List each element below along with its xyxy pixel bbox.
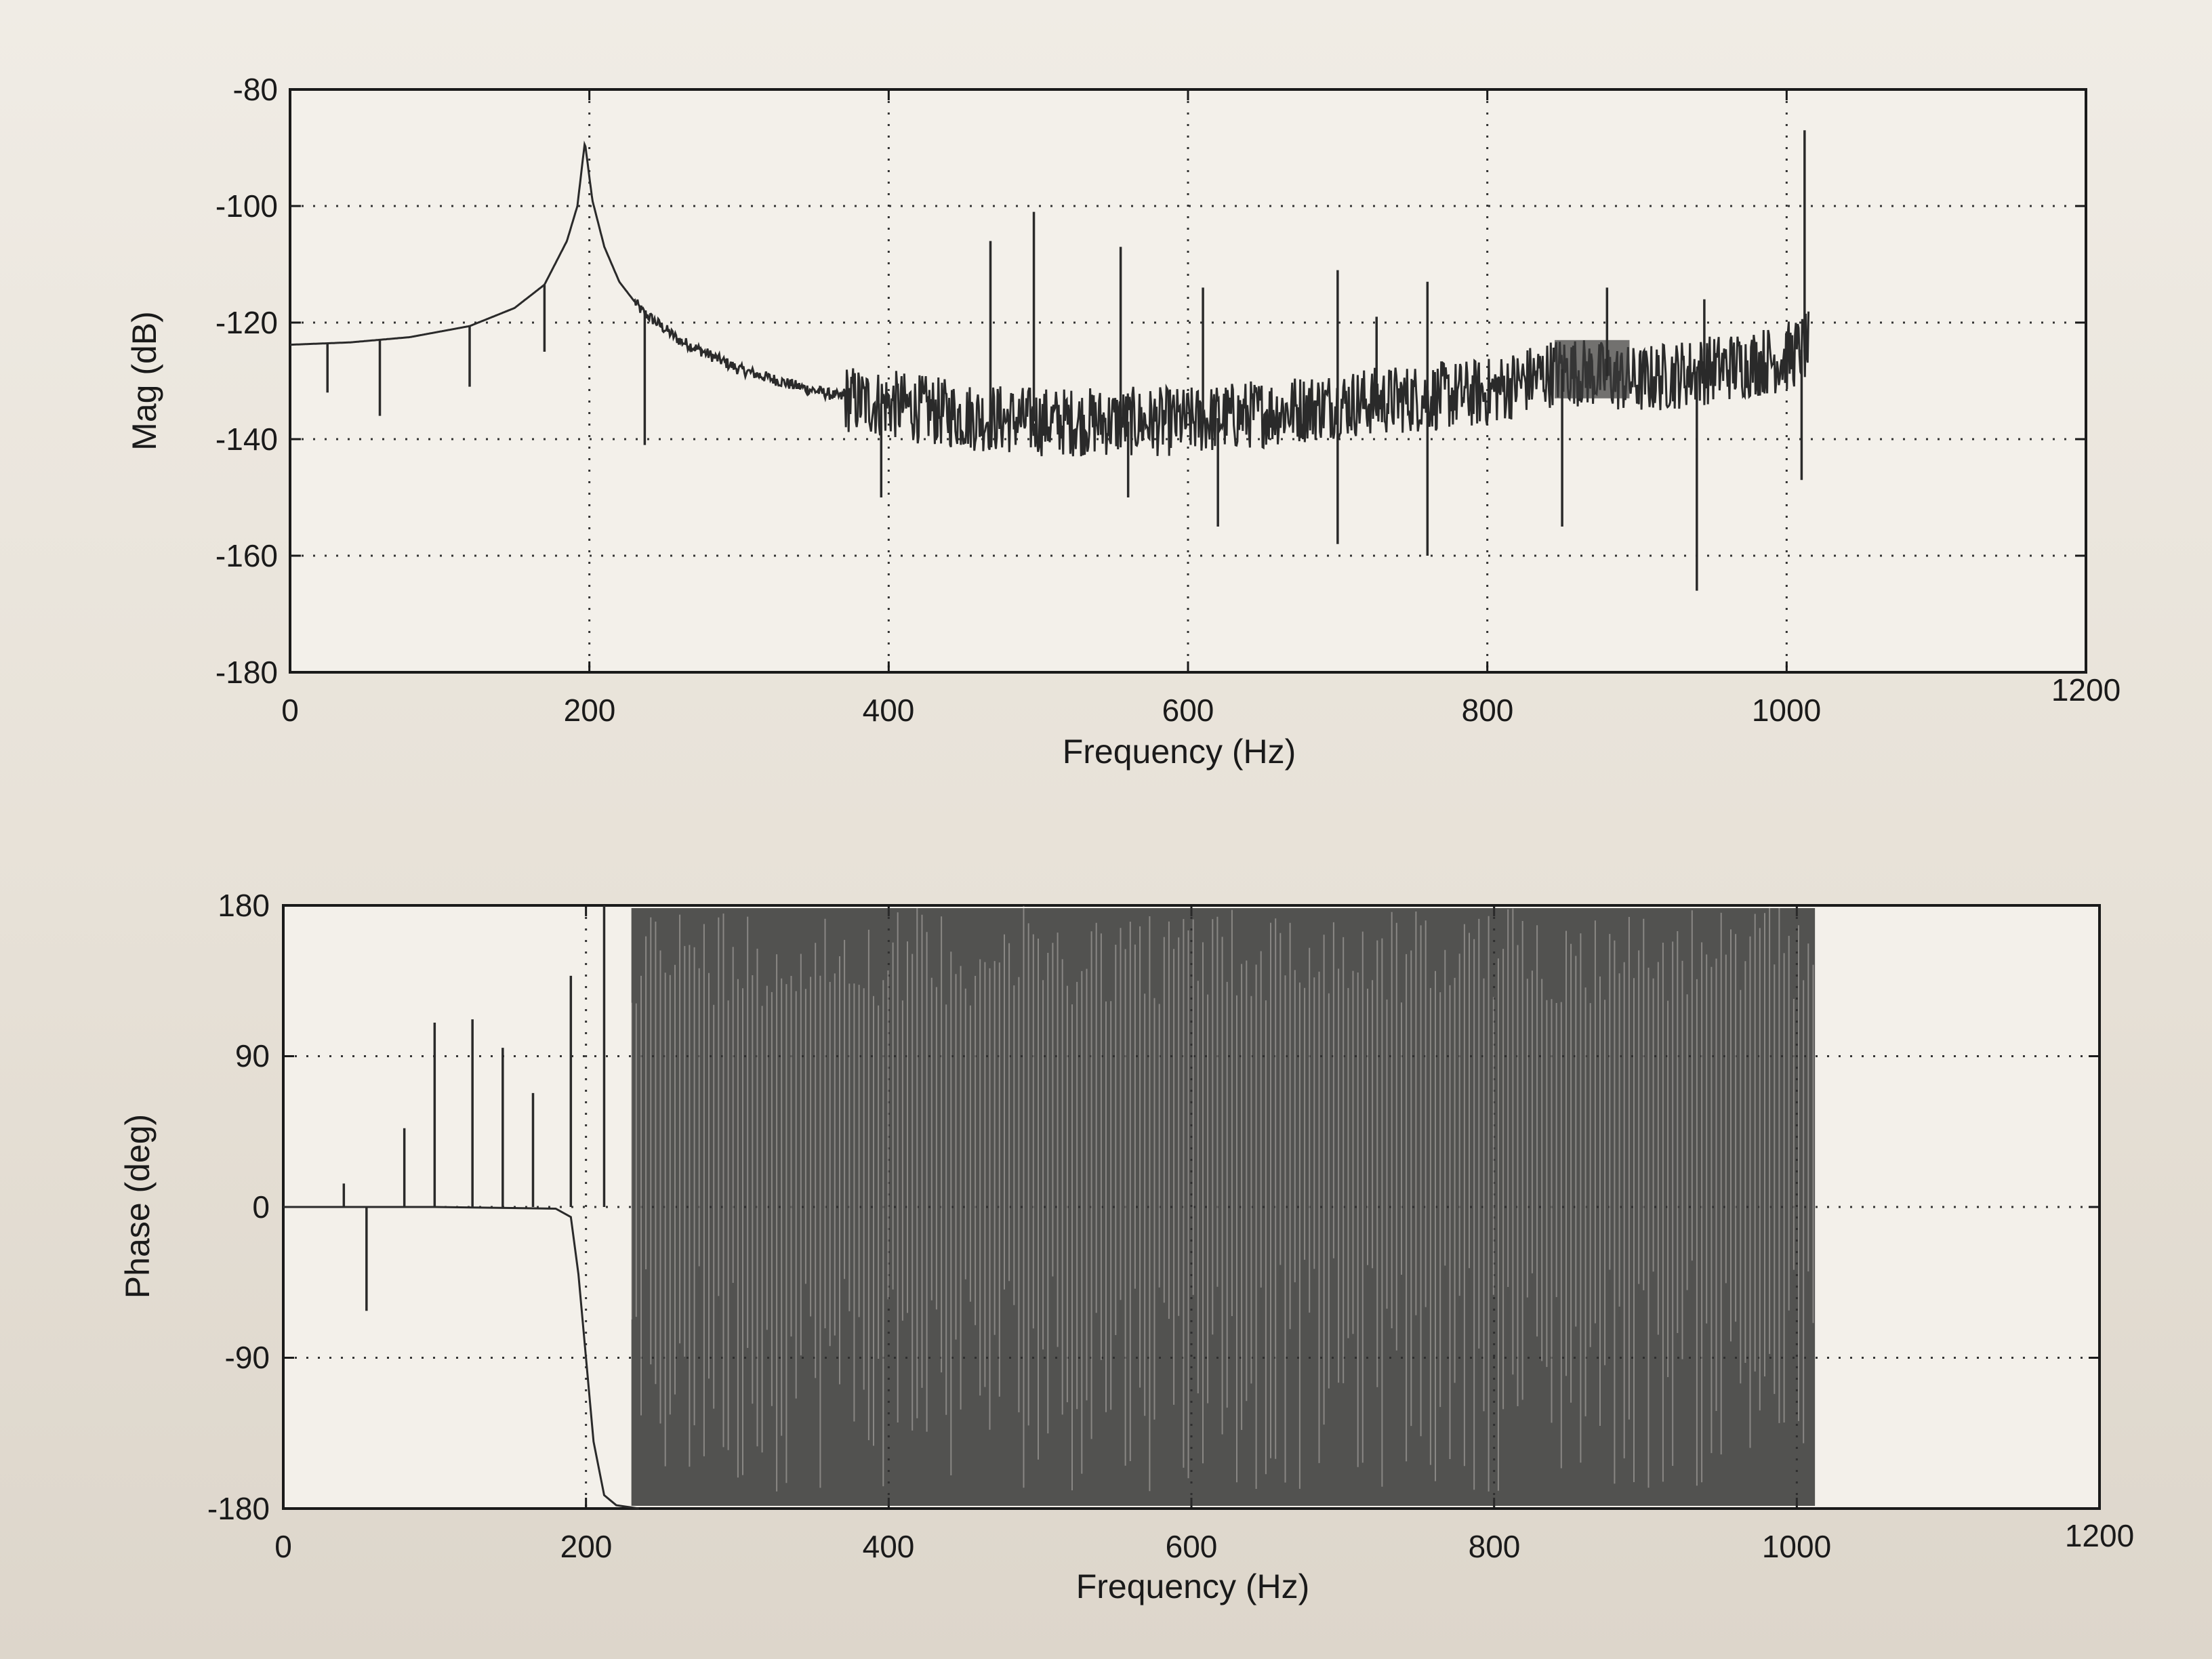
mag-x-tick-label: 200	[564, 693, 616, 728]
phase-y-tick-label: -180	[207, 1491, 270, 1526]
magnitude-gridlines	[290, 89, 2086, 672]
phase-wrapped-noise-band	[631, 908, 1816, 1506]
mag-x-tick-label: 800	[1462, 693, 1514, 728]
mag-y-tick-label: -80	[233, 72, 278, 107]
phase-smooth-segment	[283, 1206, 640, 1510]
mag-y-tick-label: -100	[216, 188, 278, 224]
mag-x-tick-label: 600	[1162, 693, 1214, 728]
magnitude-panel: -80 -100 -120 -140 -160 -180 0 200 400 6…	[125, 72, 2121, 771]
phase-x-tick-label: 0	[274, 1529, 292, 1564]
phase-noise-streaks	[630, 905, 1814, 1492]
mag-y-tick-label: -180	[216, 655, 278, 690]
mag-x-tick-label: 400	[863, 693, 915, 728]
phase-x-tick-label: 1000	[1762, 1529, 1831, 1564]
mag-y-tick-label: -140	[216, 422, 278, 457]
mag-y-axis-title: Mag (dB)	[125, 311, 163, 451]
phase-x-tick-label: 200	[560, 1529, 613, 1564]
phase-x-axis-title: Frequency (Hz)	[1076, 1568, 1310, 1605]
phase-trace	[283, 905, 1816, 1510]
phase-y-tick-label: 180	[218, 888, 270, 923]
phase-x-tick-label: 400	[863, 1529, 915, 1564]
mag-x-tick-label: 1200	[2051, 672, 2121, 708]
phase-x-tick-label: 600	[1166, 1529, 1218, 1564]
phase-y-axis-title: Phase (deg)	[119, 1114, 157, 1298]
phase-y-tick-label: 0	[252, 1189, 270, 1225]
magnitude-trace	[289, 130, 1810, 591]
phase-y-tick-label: -90	[225, 1340, 270, 1375]
mag-y-tick-label: -120	[216, 305, 278, 340]
phase-panel: 180 90 0 -90 -180 0 200 400 600 800 1000…	[119, 888, 2134, 1605]
mag-y-tick-label: -160	[216, 538, 278, 573]
phase-x-tick-label: 800	[1469, 1529, 1521, 1564]
phase-y-tick-label: 90	[235, 1038, 270, 1073]
mag-x-axis-title: Frequency (Hz)	[1063, 733, 1296, 771]
mag-x-tick-label: 1000	[1752, 693, 1821, 728]
magnitude-tickmarks	[289, 88, 2087, 674]
mag-x-tick-label: 0	[281, 693, 299, 728]
magnitude-dense-band	[1555, 340, 1630, 398]
phase-x-tick-label: 1200	[2065, 1518, 2134, 1553]
